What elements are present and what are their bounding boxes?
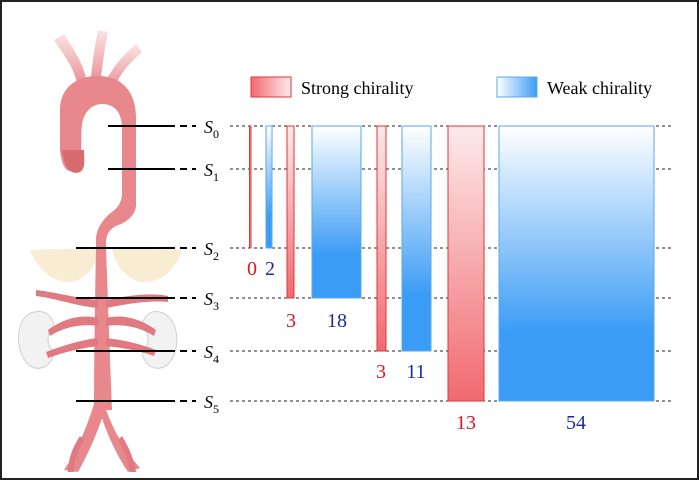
section-label-s2: S2 [204, 239, 219, 263]
section-label-s3: S3 [204, 289, 219, 313]
count-strong-s4: 3 [376, 361, 386, 383]
section-label-s0: S0 [204, 117, 219, 141]
bar-group-s5 [447, 125, 655, 402]
count-weak-s4: 11 [406, 361, 425, 383]
bar-strong-s3 [286, 125, 295, 299]
legend: Strong chirality Weak chirality [250, 76, 652, 98]
bar-weak-s3 [311, 125, 362, 299]
bar-strong-s5 [447, 125, 485, 402]
aortic-arch [60, 76, 136, 250]
renal-branch-right [106, 316, 156, 336]
legend-strong-swatch [250, 76, 292, 98]
count-labels: 0 2 3 18 3 11 13 54 [247, 258, 586, 434]
head-vessel-1 [54, 34, 88, 90]
count-weak-s5: 54 [566, 412, 586, 434]
bar-group-s4 [376, 125, 432, 352]
legend-strong-label: Strong chirality [301, 78, 413, 98]
iliac-branch-left [68, 436, 84, 472]
head-vessel-2 [90, 30, 108, 88]
iliac-right [100, 404, 140, 472]
bar-group-s3 [286, 125, 362, 299]
left-adrenal-gland [30, 248, 100, 283]
bar-group-s2 [249, 125, 273, 249]
renal-branch-left [48, 316, 98, 336]
legend-weak-label: Weak chirality [547, 78, 652, 98]
bar-strong-s2 [249, 125, 252, 249]
abdominal-aorta [94, 248, 112, 410]
count-weak-s2: 2 [265, 258, 275, 280]
section-label-s1: S1 [204, 160, 219, 184]
iliac-branch-right [118, 436, 136, 472]
legend-weak-swatch [496, 76, 538, 98]
bar-strong-s4 [376, 125, 387, 352]
count-strong-s3: 3 [286, 310, 296, 332]
celiac-branch-left [36, 290, 98, 308]
count-strong-s5: 13 [456, 412, 476, 434]
aortic-root [62, 150, 85, 173]
bar-weak-s4 [401, 125, 432, 352]
mesenteric-branch [46, 338, 98, 358]
section-label-s5: S5 [204, 392, 219, 416]
count-weak-s3: 18 [327, 310, 347, 332]
section-label-s4: S4 [204, 342, 219, 366]
bar-weak-s5 [498, 125, 655, 402]
right-adrenal-gland [112, 248, 182, 283]
bar-weak-s2 [265, 125, 273, 249]
count-strong-s2: 0 [247, 258, 257, 280]
